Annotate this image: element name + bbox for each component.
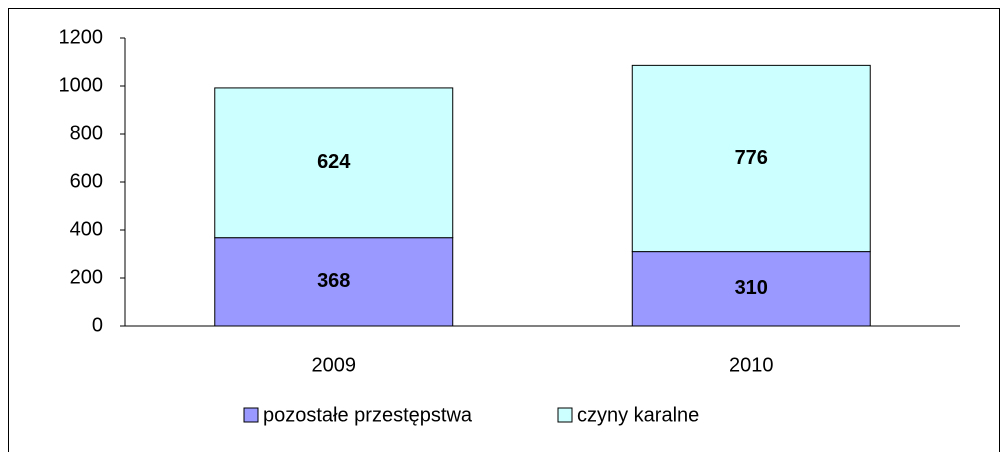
y-tick-label: 600 xyxy=(70,170,103,192)
x-tick-label: 2010 xyxy=(729,354,774,376)
y-tick-label: 200 xyxy=(70,266,103,288)
data-label: 310 xyxy=(735,277,768,299)
data-label: 776 xyxy=(735,147,768,169)
y-tick-label: 1200 xyxy=(59,26,104,48)
legend-swatch xyxy=(557,407,573,423)
y-tick-label: 400 xyxy=(70,218,103,240)
bar-segment xyxy=(214,237,454,327)
bar-segment xyxy=(214,87,454,239)
data-label: 624 xyxy=(317,151,351,173)
bar-segment xyxy=(631,64,871,253)
x-tick-label: 2009 xyxy=(312,354,357,376)
legend-swatch xyxy=(243,407,259,423)
legend-label: pozostałe przestępstwa xyxy=(263,404,473,426)
data-label: 368 xyxy=(317,270,350,292)
y-tick-label: 0 xyxy=(92,314,103,336)
y-tick-label: 1000 xyxy=(59,74,104,96)
y-tick-label: 800 xyxy=(70,122,103,144)
legend-label: czyny karalne xyxy=(577,404,699,426)
